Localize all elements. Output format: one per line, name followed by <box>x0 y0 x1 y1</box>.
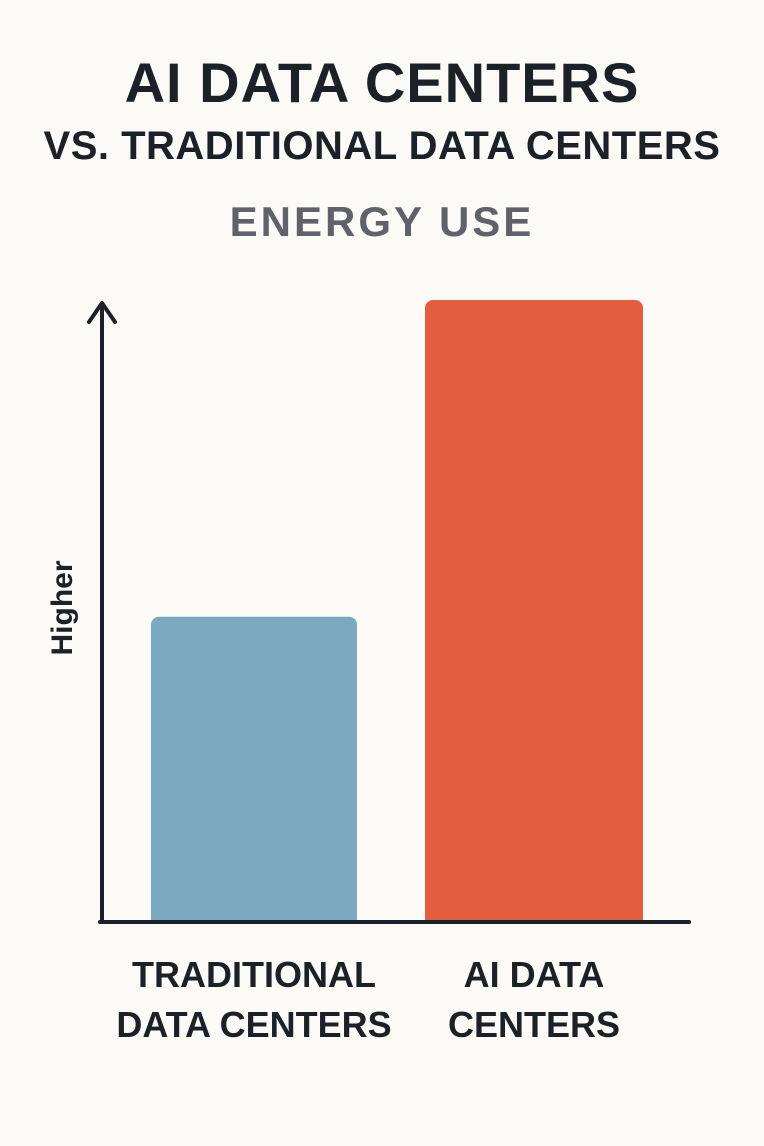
chart-title: AI DATA CENTERS <box>124 51 640 114</box>
chart-subtitle: VS. TRADITIONAL DATA CENTERS <box>43 124 721 168</box>
category-label: AI DATA CENTERS <box>447 954 621 1045</box>
metric-label: ENERGY USE <box>229 198 535 245</box>
bar-1 <box>151 616 357 929</box>
bar-2 <box>425 300 643 929</box>
category-label: TRADITIONAL DATA CENTERS <box>116 954 392 1045</box>
y-axis-label: Higher <box>46 560 79 655</box>
y-axis-arrow <box>87 301 117 324</box>
baseline-mask <box>104 922 704 942</box>
bars-group <box>104 300 704 942</box>
